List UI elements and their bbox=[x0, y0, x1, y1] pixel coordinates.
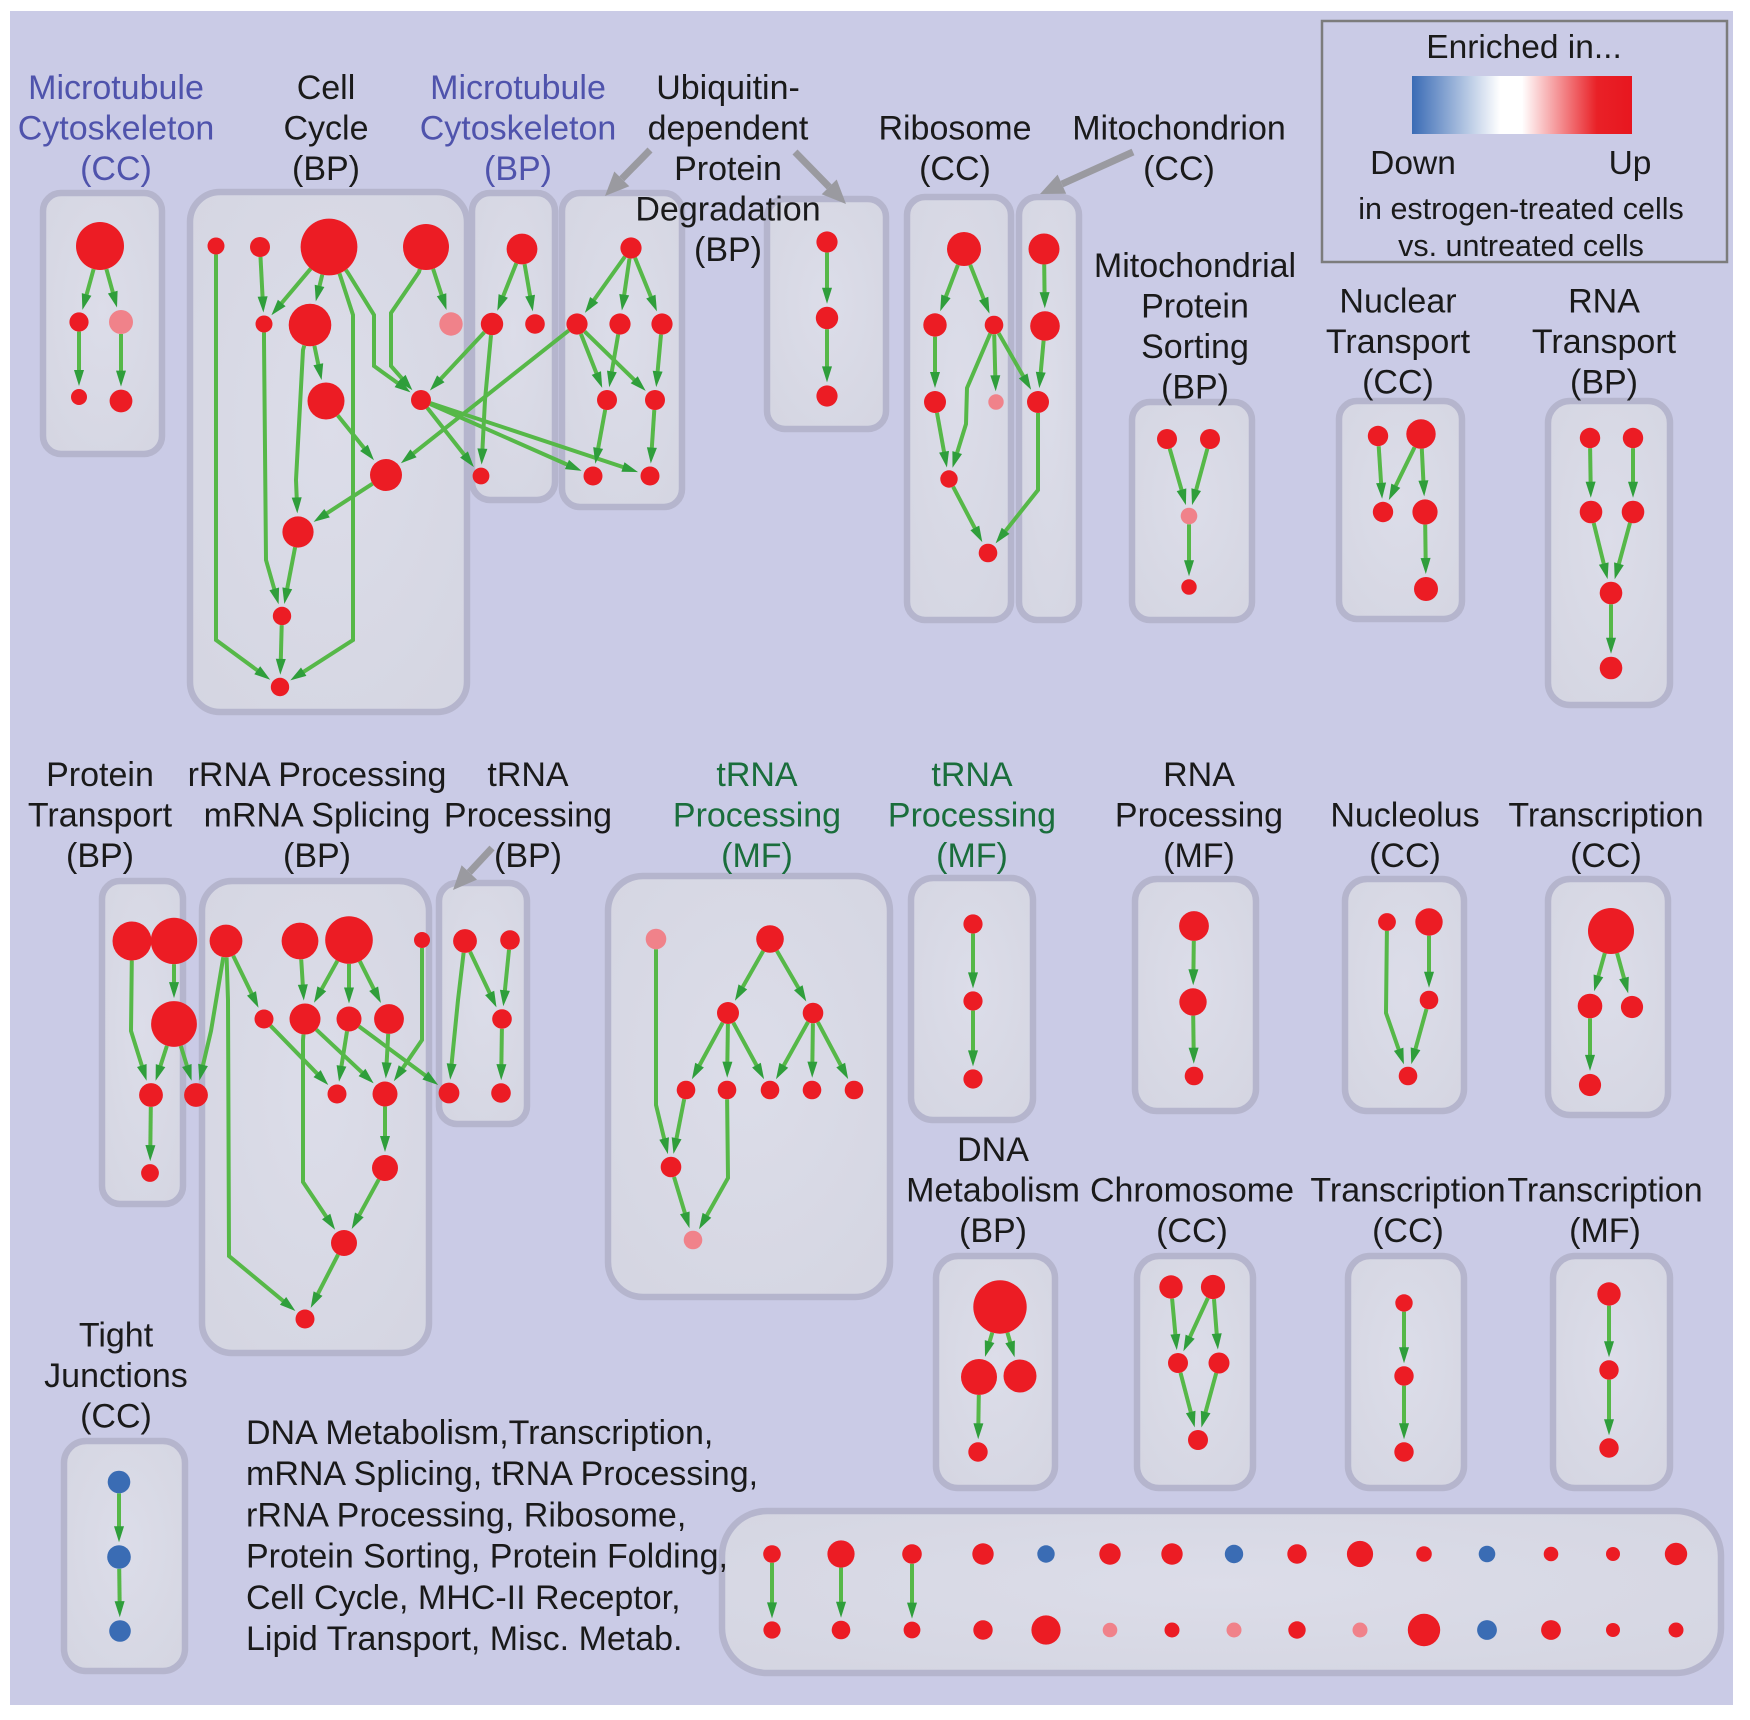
svg-text:(BP): (BP) bbox=[959, 1212, 1027, 1250]
svg-text:Cytoskeleton: Cytoskeleton bbox=[18, 110, 215, 148]
svg-text:Processing: Processing bbox=[1115, 797, 1283, 835]
svg-text:Processing: Processing bbox=[673, 797, 841, 835]
svg-text:(MF): (MF) bbox=[1569, 1212, 1641, 1250]
svg-text:Metabolism: Metabolism bbox=[906, 1172, 1080, 1210]
svg-text:tRNA: tRNA bbox=[931, 756, 1013, 794]
svg-text:(BP): (BP) bbox=[484, 150, 552, 188]
svg-text:(CC): (CC) bbox=[1143, 150, 1215, 188]
svg-text:Cell Cycle, MHC-II Receptor,: Cell Cycle, MHC-II Receptor, bbox=[246, 1579, 681, 1617]
svg-text:Transcription: Transcription bbox=[1507, 1172, 1702, 1210]
svg-text:Ubiquitin-: Ubiquitin- bbox=[656, 69, 800, 107]
svg-text:(MF): (MF) bbox=[721, 837, 793, 875]
svg-text:Mitochondrial: Mitochondrial bbox=[1094, 247, 1296, 285]
svg-text:DNA Metabolism,Transcription,: DNA Metabolism,Transcription, bbox=[246, 1414, 713, 1452]
svg-text:Chromosome: Chromosome bbox=[1090, 1172, 1294, 1210]
svg-text:(BP): (BP) bbox=[694, 231, 762, 269]
svg-text:mRNA Splicing: mRNA Splicing bbox=[204, 797, 431, 835]
svg-text:(BP): (BP) bbox=[283, 837, 351, 875]
svg-text:RNA: RNA bbox=[1163, 756, 1235, 794]
svg-text:(CC): (CC) bbox=[80, 150, 152, 188]
svg-text:(CC): (CC) bbox=[1362, 364, 1434, 402]
svg-text:Cell: Cell bbox=[297, 69, 356, 107]
svg-text:(BP): (BP) bbox=[1161, 369, 1229, 407]
svg-text:(BP): (BP) bbox=[1570, 364, 1638, 402]
svg-text:Enriched in...: Enriched in... bbox=[1426, 29, 1622, 66]
svg-text:Up: Up bbox=[1609, 145, 1652, 182]
svg-text:Protein: Protein bbox=[674, 150, 782, 188]
svg-text:Sorting: Sorting bbox=[1141, 328, 1249, 366]
svg-text:Junctions: Junctions bbox=[44, 1357, 188, 1395]
svg-text:Transcription: Transcription bbox=[1508, 797, 1703, 835]
svg-text:(CC): (CC) bbox=[1369, 837, 1441, 875]
svg-text:Lipid Transport, Misc. Metab.: Lipid Transport, Misc. Metab. bbox=[246, 1620, 683, 1658]
svg-text:DNA: DNA bbox=[957, 1131, 1029, 1169]
svg-text:Tight: Tight bbox=[79, 1317, 154, 1355]
svg-text:Mitochondrion: Mitochondrion bbox=[1072, 110, 1286, 148]
svg-text:(BP): (BP) bbox=[494, 837, 562, 875]
svg-text:(BP): (BP) bbox=[66, 837, 134, 875]
svg-text:tRNA: tRNA bbox=[716, 756, 798, 794]
svg-text:Transcription: Transcription bbox=[1310, 1172, 1505, 1210]
svg-text:(CC): (CC) bbox=[1156, 1212, 1228, 1250]
svg-text:vs. untreated cells: vs. untreated cells bbox=[1398, 229, 1644, 263]
svg-text:Protein: Protein bbox=[1141, 288, 1249, 326]
svg-text:Nuclear: Nuclear bbox=[1339, 283, 1456, 321]
svg-text:mRNA Splicing, tRNA Processing: mRNA Splicing, tRNA Processing, bbox=[246, 1455, 758, 1493]
svg-text:(CC): (CC) bbox=[1372, 1212, 1444, 1250]
svg-text:Microtubule: Microtubule bbox=[28, 69, 204, 107]
svg-text:Protein: Protein bbox=[46, 756, 154, 794]
svg-text:Processing: Processing bbox=[444, 797, 612, 835]
svg-text:Transport: Transport bbox=[1532, 323, 1677, 361]
svg-text:Transport: Transport bbox=[1326, 323, 1471, 361]
svg-text:Degradation: Degradation bbox=[635, 191, 820, 229]
svg-text:Down: Down bbox=[1370, 145, 1456, 182]
svg-text:(BP): (BP) bbox=[292, 150, 360, 188]
svg-text:Ribosome: Ribosome bbox=[878, 110, 1031, 148]
svg-text:(CC): (CC) bbox=[1570, 837, 1642, 875]
svg-text:rRNA Processing: rRNA Processing bbox=[188, 756, 447, 794]
svg-text:rRNA Processing, Ribosome,: rRNA Processing, Ribosome, bbox=[246, 1496, 686, 1534]
svg-text:(CC): (CC) bbox=[919, 150, 991, 188]
svg-text:in estrogen-treated cells: in estrogen-treated cells bbox=[1358, 192, 1684, 226]
svg-text:Microtubule: Microtubule bbox=[430, 69, 606, 107]
svg-text:Transport: Transport bbox=[28, 797, 173, 835]
svg-text:RNA: RNA bbox=[1568, 283, 1640, 321]
svg-text:Protein Sorting, Protein Foldi: Protein Sorting, Protein Folding, bbox=[246, 1538, 728, 1576]
svg-text:Cycle: Cycle bbox=[283, 110, 368, 148]
svg-text:Cytoskeleton: Cytoskeleton bbox=[420, 110, 617, 148]
svg-text:(CC): (CC) bbox=[80, 1398, 152, 1436]
svg-text:Nucleolus: Nucleolus bbox=[1330, 797, 1479, 835]
svg-text:Processing: Processing bbox=[888, 797, 1056, 835]
svg-text:(MF): (MF) bbox=[1163, 837, 1235, 875]
svg-text:dependent: dependent bbox=[648, 110, 809, 148]
svg-text:tRNA: tRNA bbox=[487, 756, 569, 794]
svg-text:(MF): (MF) bbox=[936, 837, 1008, 875]
